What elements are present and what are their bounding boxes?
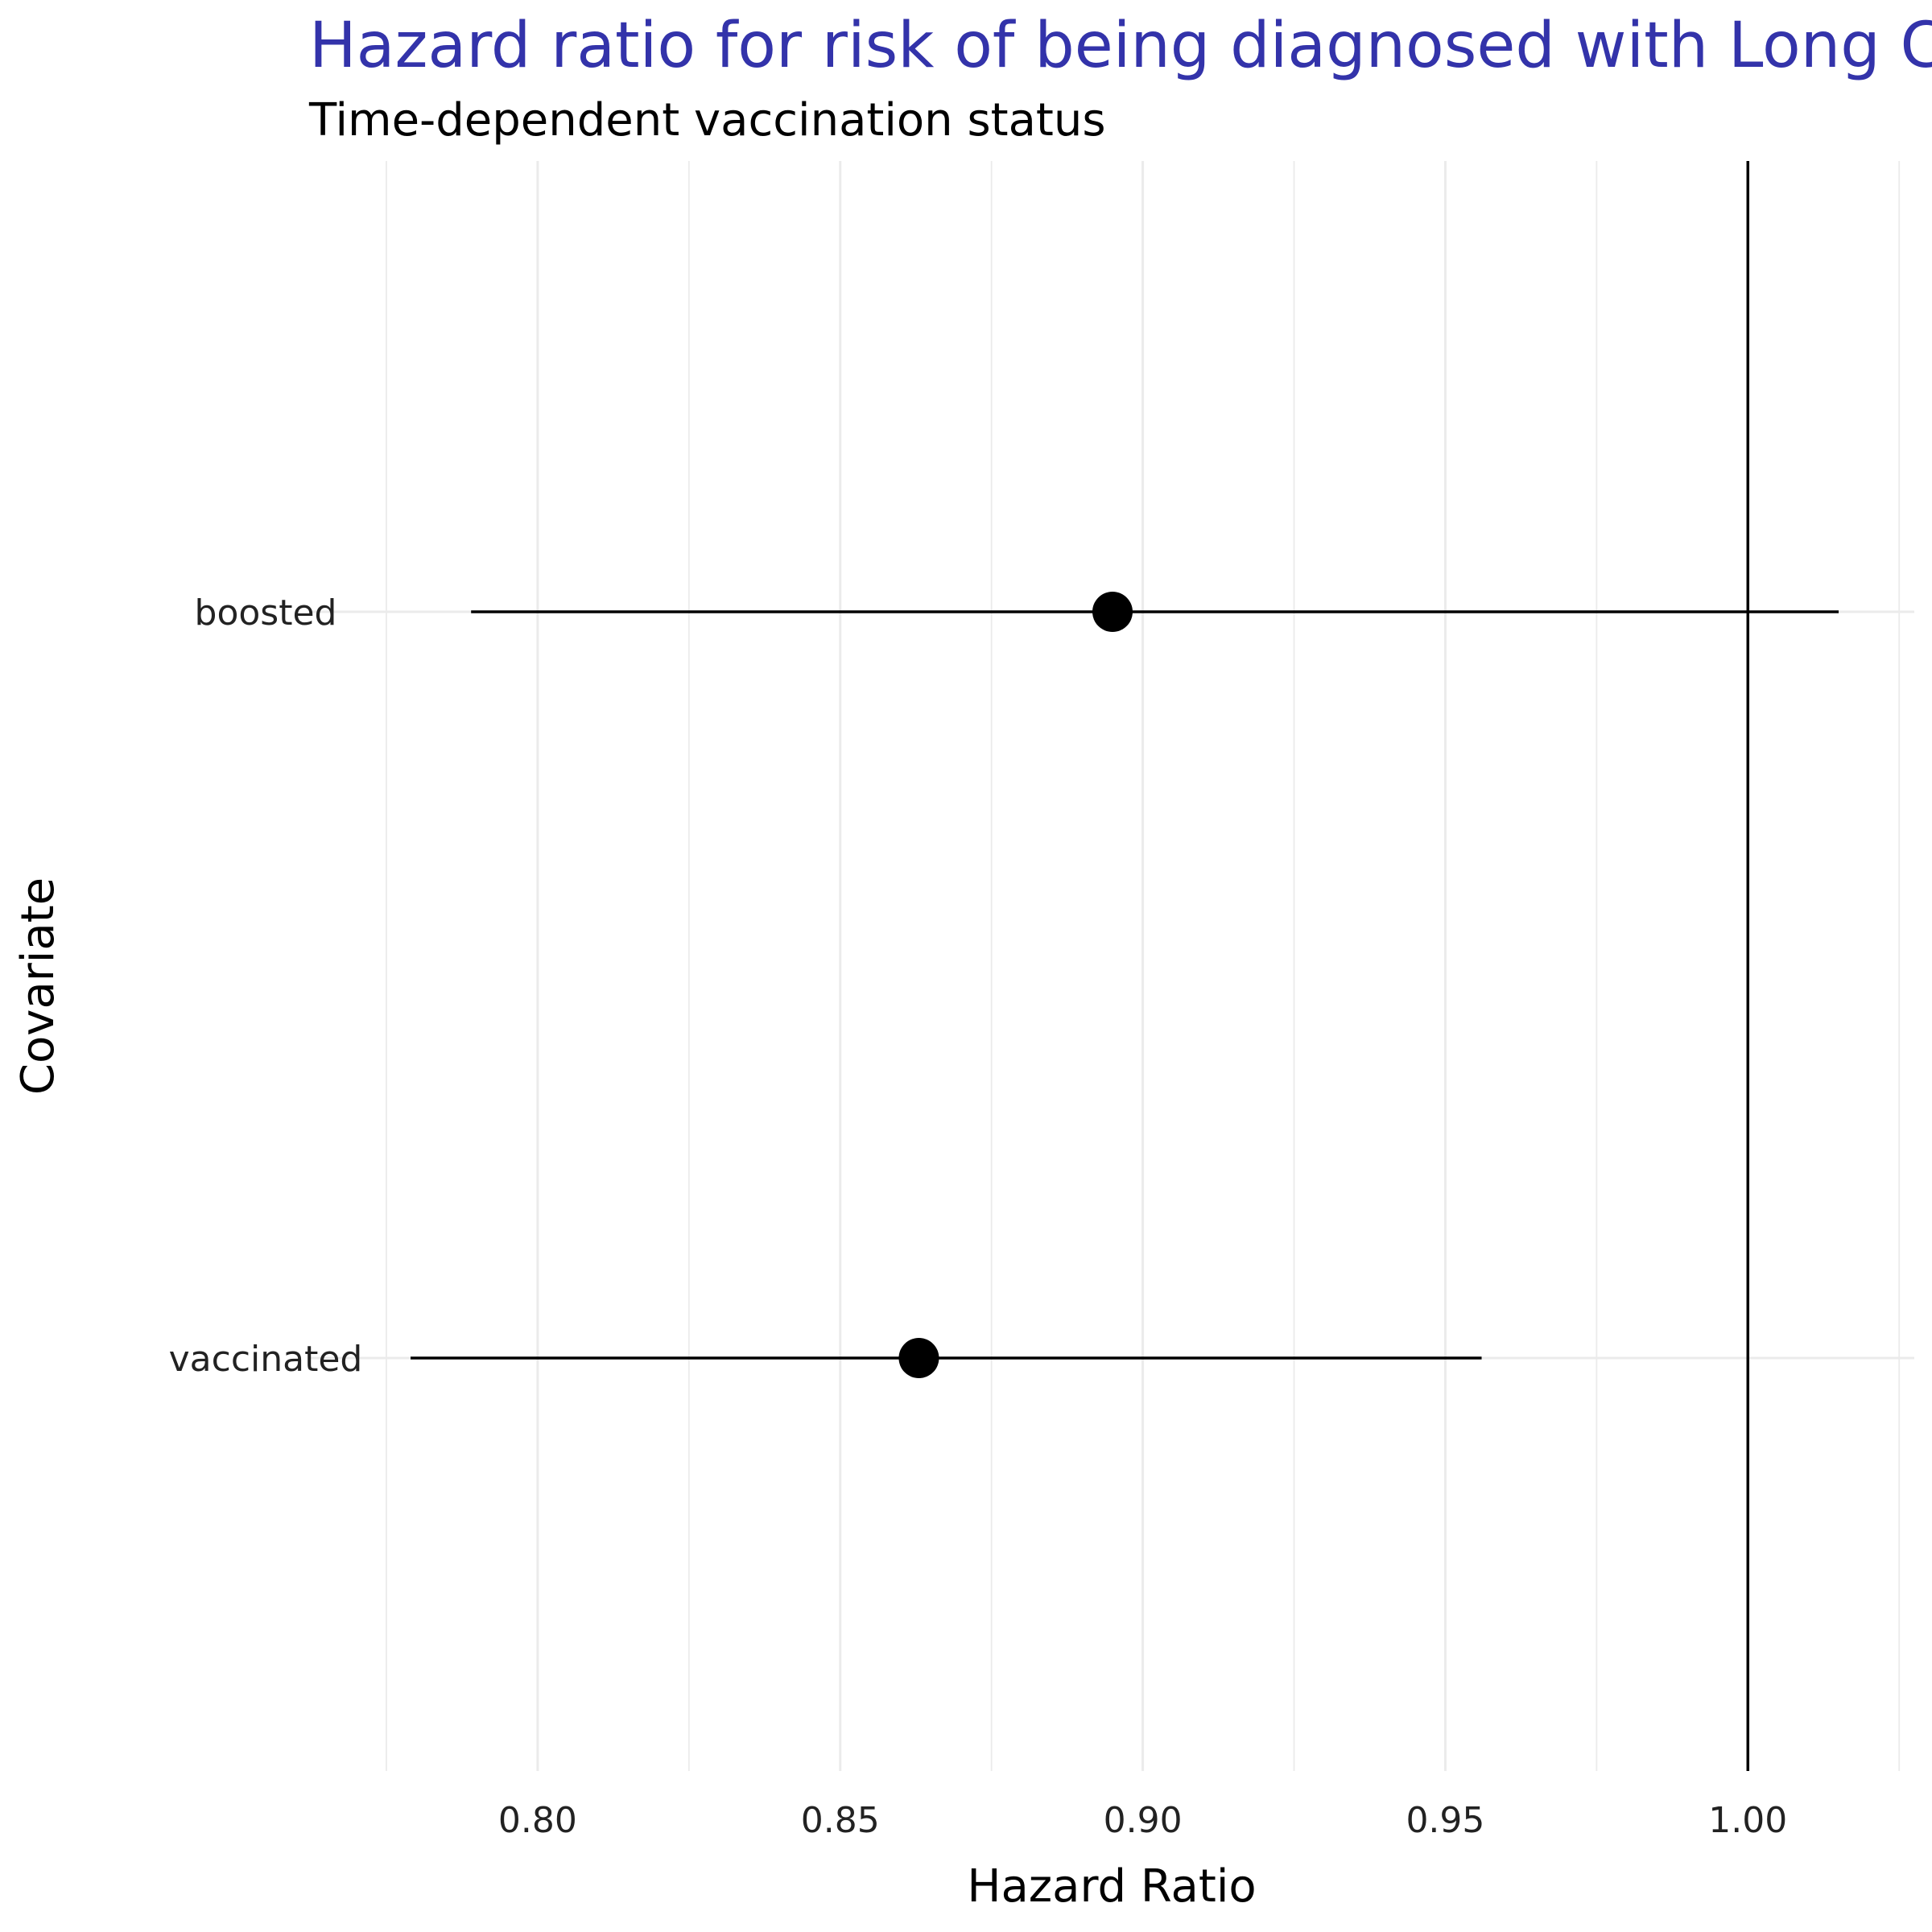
x-tick-labels: 0.80 0.85 0.90 0.95 1.00	[498, 1800, 1787, 1841]
chart-title: Hazard ratio for risk of being diagnosed…	[309, 10, 1932, 82]
major-gridlines	[536, 161, 1749, 1771]
x-tick-label-0: 0.80	[498, 1800, 577, 1841]
point-estimate-vaccinated	[898, 1338, 939, 1378]
minor-gridlines	[386, 161, 1901, 1771]
y-tick-label-0: boosted	[195, 592, 337, 634]
x-tick-label-3: 0.95	[1406, 1800, 1484, 1841]
chart-subtitle: Time-dependent vaccination status	[308, 94, 1106, 147]
x-axis-title: Hazard Ratio	[967, 1860, 1256, 1913]
estimate-marks	[411, 592, 1839, 1378]
x-tick-label-1: 0.85	[801, 1800, 880, 1841]
horizontal-gridlines	[311, 610, 1914, 1360]
x-tick-label-4: 1.00	[1708, 1800, 1787, 1841]
y-tick-label-1: vaccinated	[169, 1339, 363, 1380]
y-axis-title: Covariate	[12, 877, 64, 1095]
x-tick-label-2: 0.90	[1104, 1800, 1183, 1841]
y-tick-labels: boosted vaccinated	[169, 592, 363, 1380]
point-estimate-boosted	[1092, 592, 1133, 632]
